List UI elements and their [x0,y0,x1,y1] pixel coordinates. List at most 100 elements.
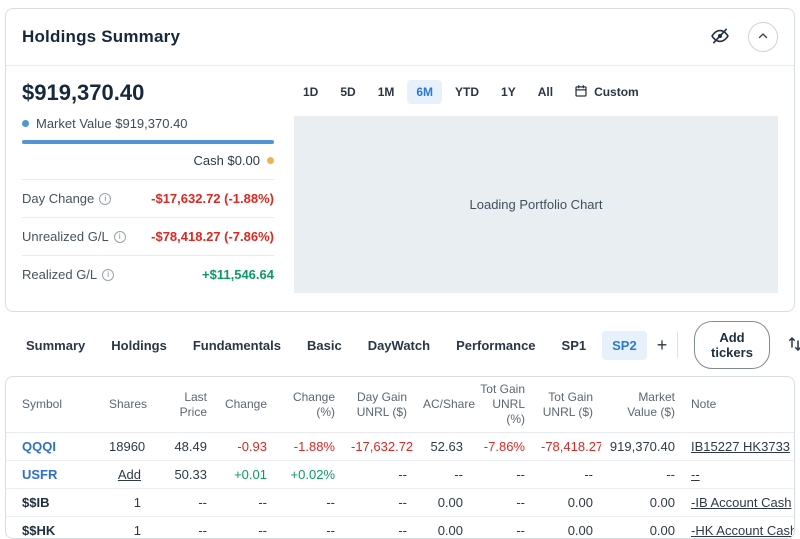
value-cell-text: 0.00 [650,495,675,510]
range-tab-1d[interactable]: 1D [294,80,327,104]
stat-value: -$17,632.72 (-1.88%) [151,191,274,206]
note-cell[interactable]: -HK Account Cash [683,517,794,539]
info-icon[interactable]: i [102,269,114,281]
summary-body: $919,370.40 Market Value $919,370.40 Cas… [6,66,794,311]
tab-summary[interactable]: Summary [16,331,95,360]
column-header-last-price[interactable]: Last Price [149,377,215,433]
value-cell-text: +0.02% [291,467,335,482]
value-cell-text: -- [258,495,267,510]
value-cell: -- [149,489,215,517]
value-cell: -- [343,461,415,489]
info-icon[interactable]: i [114,231,126,243]
note-cell-text[interactable]: -HK Account Cash [691,523,794,538]
note-cell[interactable]: IB15227 HK3733 [683,433,794,461]
value-cell: -7.86% [471,433,533,461]
add-view-button[interactable]: + [647,333,678,358]
tab-fundamentals[interactable]: Fundamentals [183,331,291,360]
value-cell-text: -- [516,523,525,538]
value-cell-text: 1 [134,495,141,510]
range-tab-5d[interactable]: 5D [331,80,364,104]
tab-performance[interactable]: Performance [446,331,545,360]
tab-sp1[interactable]: SP1 [552,331,597,360]
value-cell: +0.01 [215,461,275,489]
value-cell-text: -- [326,495,335,510]
column-header-symbol[interactable]: Symbol [6,377,101,433]
stat-value: -$78,418.27 (-7.86%) [151,229,274,244]
add-tickers-button[interactable]: Add tickers [694,321,770,369]
add-shares-cell[interactable]: Add [101,461,149,489]
column-header-tot-gain-unrl[interactable]: Tot Gain UNRL (%) [471,377,533,433]
note-cell[interactable]: -IB Account Cash [683,489,794,517]
value-cell: -- [215,489,275,517]
cash-dot-icon [267,157,274,164]
value-cell: 0.00 [415,517,471,539]
value-cell-text: -- [198,523,207,538]
range-tab-1m[interactable]: 1M [369,80,404,104]
range-tab-1y[interactable]: 1Y [492,80,525,104]
info-icon[interactable]: i [99,193,111,205]
stat-label-text: Day Change [22,191,94,206]
range-tab-all[interactable]: All [529,80,562,104]
toolbar-divider [677,332,678,358]
plus-icon: + [657,335,668,355]
range-tab-ytd[interactable]: YTD [446,80,488,104]
column-header-change[interactable]: Change (%) [275,377,343,433]
note-cell-text[interactable]: IB15227 HK3733 [691,439,790,454]
tab-sp2[interactable]: SP2 [602,331,647,360]
value-cell-text: -- [584,467,593,482]
tab-holdings[interactable]: Holdings [101,331,177,360]
allocation-bar [22,140,274,144]
value-cell-text: 919,370.40 [610,439,675,454]
value-cell: 0.00 [533,517,601,539]
chart-loading-text: Loading Portfolio Chart [470,197,603,212]
portfolio-chart-placeholder: Loading Portfolio Chart [294,116,778,293]
symbol-cell[interactable]: USFR [6,461,101,489]
column-header-market-value[interactable]: Market Value ($) [601,377,683,433]
add-shares-cell-text[interactable]: Add [118,467,141,482]
collapse-button[interactable] [748,22,778,52]
value-cell-text: -- [516,467,525,482]
value-cell: -- [533,461,601,489]
column-header-shares[interactable]: Shares [101,377,149,433]
column-header-ac-share[interactable]: AC/Share [415,377,471,433]
column-header-change[interactable]: Change [215,377,275,433]
value-cell-text: -1.88% [294,439,335,454]
note-cell[interactable]: -- [683,461,794,489]
hide-values-button[interactable] [710,26,730,49]
range-tab-6m[interactable]: 6M [407,80,442,104]
tab-daywatch[interactable]: DayWatch [358,331,440,360]
value-cell-text: -- [666,467,675,482]
stat-value: +$11,546.64 [202,267,274,282]
value-cell: 50.33 [149,461,215,489]
note-cell-text[interactable]: -IB Account Cash [691,495,791,510]
value-cell-text: -- [398,523,407,538]
tab-basic[interactable]: Basic [297,331,352,360]
column-header-note[interactable]: Note [683,377,794,433]
value-cell-text: -- [398,495,407,510]
value-cell-text: 52.63 [430,439,463,454]
custom-range-button[interactable]: Custom [574,84,639,101]
symbol-cell-text[interactable]: USFR [22,467,57,482]
sort-button[interactable] [786,335,800,356]
stat-row-day-change: Day Change i -$17,632.72 (-1.88%) [22,180,274,218]
note-cell-text[interactable]: -- [691,467,700,482]
value-cell-text: 50.33 [174,467,207,482]
value-cell: -- [275,517,343,539]
stats-list: Day Change i -$17,632.72 (-1.88%) Unrealize… [22,180,274,293]
column-header-tot-gain-unrl[interactable]: Tot Gain UNRL ($) [533,377,601,433]
value-cell-text: 0.00 [438,523,463,538]
symbol-cell[interactable]: QQQI [6,433,101,461]
eye-off-icon [710,26,730,49]
symbol-cell-text[interactable]: QQQI [22,439,56,454]
column-header-day-gain-unrl[interactable]: Day Gain UNRL ($) [343,377,415,433]
stat-label: Day Change i [22,191,111,206]
value-cell: -- [343,517,415,539]
